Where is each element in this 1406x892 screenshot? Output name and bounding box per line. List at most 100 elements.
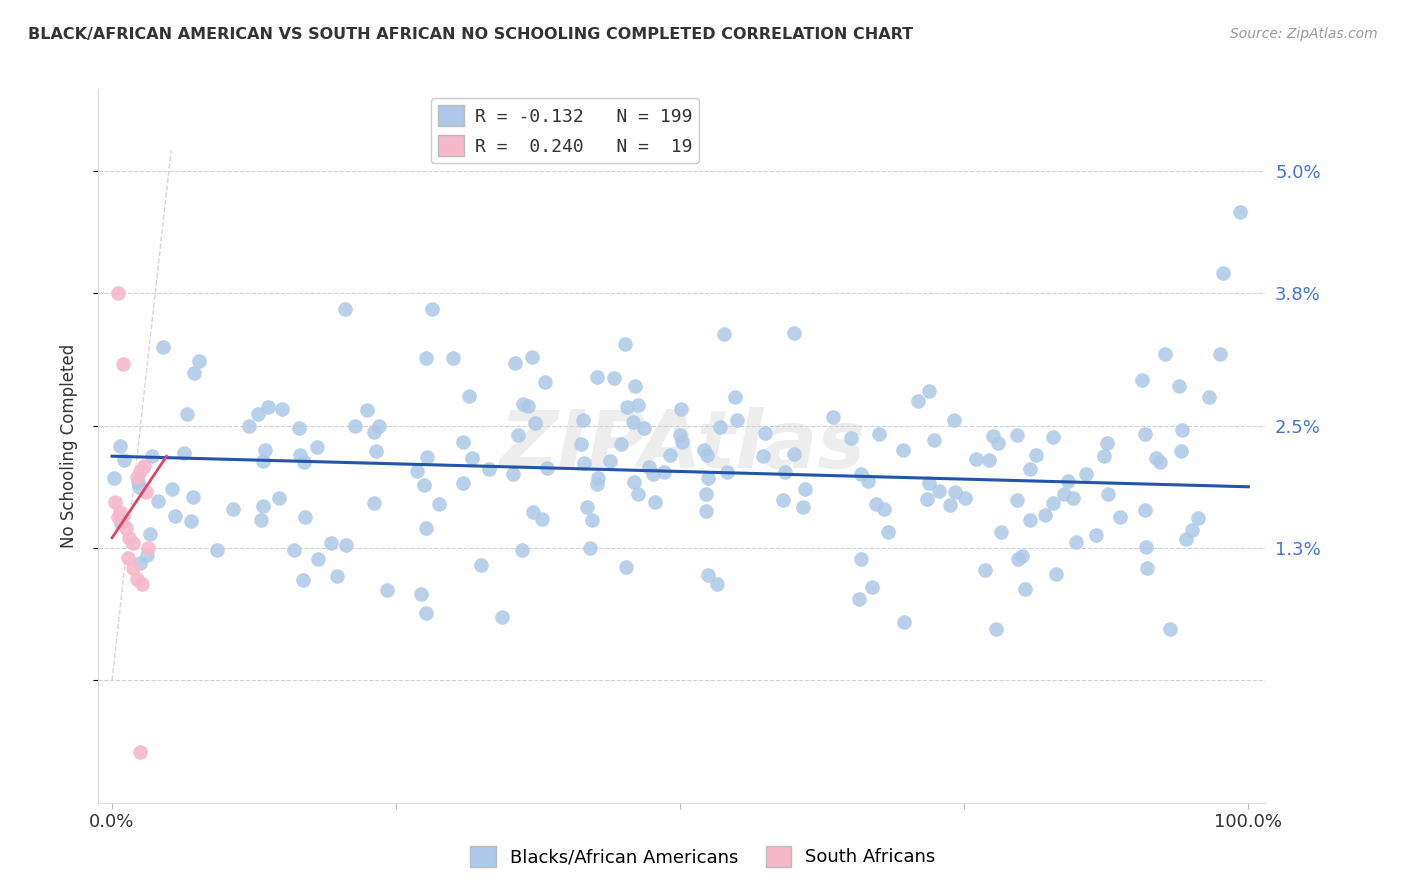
Point (129, 465, 152, 479)
Point (868, 427, 890, 442)
Point (1174, 532, 1197, 546)
Point (104, 495, 127, 509)
Point (1209, 347, 1232, 361)
Point (725, 413, 748, 427)
Point (141, 449, 163, 463)
Point (1064, 534, 1087, 549)
Point (457, 389, 479, 403)
Point (416, 450, 439, 464)
Point (1170, 444, 1192, 458)
Point (1229, 204, 1251, 219)
Text: ZIPAtlas: ZIPAtlas (499, 407, 865, 485)
Point (616, 400, 638, 414)
Point (128, 480, 150, 494)
Point (1092, 450, 1115, 464)
Point (139, 527, 162, 541)
Point (987, 436, 1010, 450)
Point (569, 436, 592, 450)
Point (368, 419, 391, 434)
Point (117, 551, 139, 566)
Point (103, 471, 125, 485)
Point (772, 493, 794, 508)
Point (751, 449, 773, 463)
Point (697, 567, 720, 582)
Point (107, 510, 129, 524)
Point (893, 615, 915, 630)
Point (108, 439, 131, 453)
Point (131, 576, 153, 591)
Point (125, 469, 148, 483)
Point (451, 476, 474, 491)
Point (181, 490, 204, 504)
Point (238, 419, 260, 434)
Point (922, 433, 945, 447)
Point (1045, 566, 1067, 581)
Point (406, 463, 429, 477)
Point (111, 510, 134, 524)
Y-axis label: No Schooling Completed: No Schooling Completed (59, 344, 77, 548)
Point (271, 402, 294, 417)
Point (586, 477, 609, 491)
Point (918, 384, 941, 398)
Point (522, 505, 544, 519)
Point (183, 366, 205, 380)
Point (502, 467, 524, 481)
Point (633, 421, 655, 435)
Point (415, 351, 437, 366)
Point (1097, 487, 1119, 501)
Point (512, 397, 534, 411)
Point (578, 541, 600, 556)
Point (891, 442, 914, 457)
Point (696, 471, 718, 485)
Point (877, 525, 900, 540)
Point (319, 536, 342, 550)
Point (470, 558, 492, 573)
Point (343, 419, 366, 434)
Point (333, 302, 356, 317)
Point (986, 623, 1008, 637)
Point (491, 610, 513, 624)
Point (1144, 450, 1167, 465)
Point (652, 465, 675, 479)
Point (610, 437, 633, 451)
Point (856, 474, 879, 488)
Point (250, 513, 273, 527)
Point (415, 607, 437, 621)
Point (965, 451, 987, 466)
Point (1130, 373, 1153, 387)
Point (292, 455, 315, 469)
Point (1171, 423, 1194, 437)
Point (107, 286, 129, 301)
Point (112, 453, 135, 467)
Point (1181, 523, 1204, 537)
Point (1007, 551, 1029, 566)
Point (1057, 474, 1080, 488)
Point (953, 491, 976, 505)
Point (981, 429, 1004, 443)
Point (294, 510, 316, 524)
Point (1095, 436, 1118, 450)
Point (307, 440, 329, 454)
Point (1198, 390, 1220, 404)
Point (1168, 379, 1191, 393)
Point (599, 454, 621, 468)
Point (581, 513, 603, 527)
Point (152, 340, 174, 354)
Point (754, 426, 776, 441)
Point (162, 482, 184, 496)
Point (621, 415, 644, 429)
Point (503, 356, 526, 370)
Point (637, 460, 659, 475)
Point (506, 427, 529, 442)
Point (585, 370, 607, 384)
Point (180, 514, 202, 528)
Point (775, 465, 797, 479)
Point (821, 410, 844, 425)
Point (865, 496, 887, 510)
Point (623, 475, 645, 489)
Point (135, 548, 157, 562)
Point (127, 475, 149, 489)
Point (627, 487, 650, 501)
Point (603, 370, 626, 384)
Point (586, 471, 609, 485)
